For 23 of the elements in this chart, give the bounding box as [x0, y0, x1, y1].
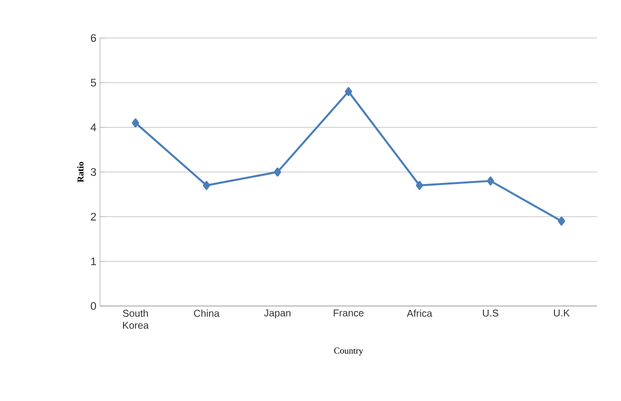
point	[274, 168, 282, 176]
y-tick-label: 4	[90, 124, 96, 132]
x-tick-label: Africa	[406, 310, 432, 317]
y-tick-label: 6	[90, 34, 96, 42]
y-tick-label: 2	[90, 212, 96, 220]
y-tick-label: 3	[90, 168, 96, 176]
point	[558, 216, 566, 226]
x-tick-label: South Korea	[122, 310, 149, 329]
point	[416, 180, 424, 190]
x-tick-label: China	[194, 310, 220, 317]
point	[344, 87, 352, 96]
point	[486, 176, 494, 186]
y-tick-label: 1	[91, 258, 96, 266]
x-tick-label: Japan	[264, 310, 290, 318]
y-tick-label: 0	[90, 302, 96, 310]
point	[202, 180, 210, 190]
x-tick-label: France	[334, 310, 364, 316]
y-tick-label: 5	[90, 78, 96, 86]
x-tick-label: U.K	[554, 310, 570, 316]
y-axis-title: Ratio	[77, 162, 84, 182]
point	[132, 118, 140, 128]
x-tick-label: U.S	[482, 310, 498, 317]
x-axis-title: Country	[334, 348, 364, 356]
